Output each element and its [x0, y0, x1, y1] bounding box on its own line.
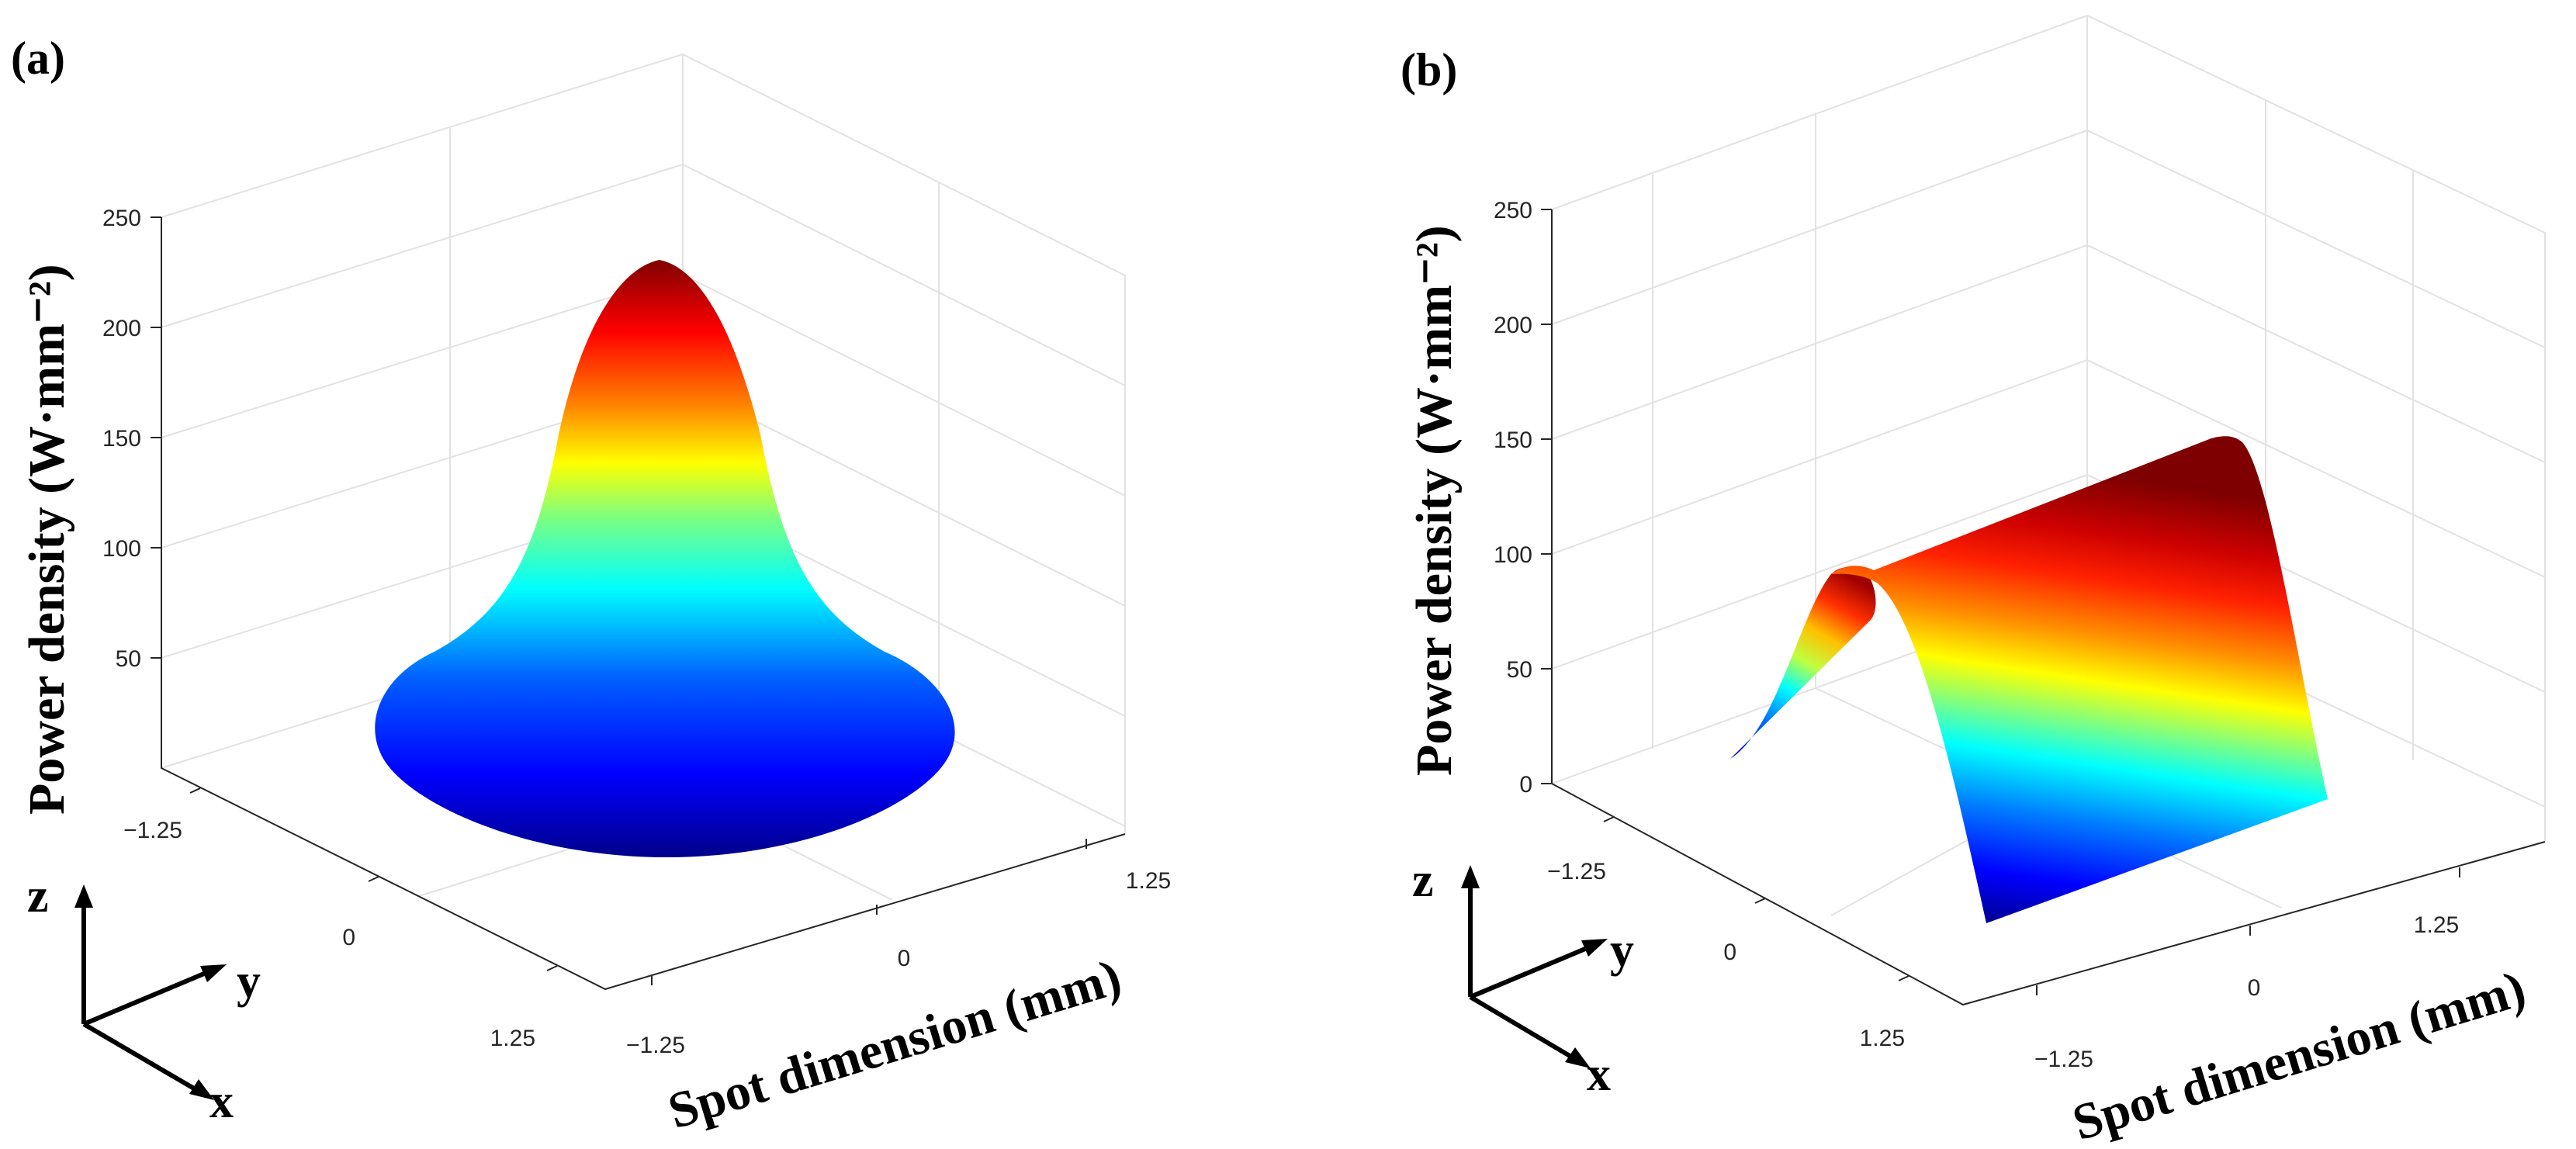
ridge-back-face: [1730, 566, 1876, 759]
panel-b-x-ticks: −1.25 0 1.25: [2034, 867, 2460, 1072]
panel-b-z-ticks: 250 200 150 100 50 0: [1494, 198, 1552, 798]
y-tick-label: 0: [342, 925, 355, 950]
triad-z-label: z: [27, 870, 49, 922]
y-tick-label: −1.25: [1547, 859, 1606, 884]
panel-a-triad: z y x: [27, 870, 261, 1128]
panel-b-triad: z y x: [1412, 854, 1634, 1101]
x-tick-label: 0: [898, 946, 911, 971]
x-tick-label: 1.25: [1126, 868, 1171, 894]
y-tick-label: 1.25: [490, 1026, 535, 1051]
triad-x-label: x: [209, 1075, 234, 1128]
y-tick-label: 1.25: [1860, 1026, 1905, 1051]
z-tick-label: 200: [102, 316, 141, 341]
z-tick-label: 50: [1507, 657, 1532, 683]
triad-z-label: z: [1412, 854, 1434, 907]
ridge-front-face: [1831, 436, 2328, 923]
panel-a-x-ticks: −1.25 0 1.25: [626, 839, 1171, 1058]
z-tick-label: 100: [102, 536, 141, 562]
y-tick-label: 0: [1723, 940, 1736, 965]
panel-b-xlabel: Spot dimension (mm): [2066, 960, 2532, 1149]
panel-a: (a) 250 200 150 100 50: [11, 33, 1171, 1140]
panel-b: (b) 250 200 150 100: [1401, 14, 2546, 1149]
z-tick-label: 250: [102, 206, 141, 231]
panel-a-zlabel: Power density (W·mm⁻²): [19, 264, 75, 815]
panel-a-z-ticks: 250 200 150 100 50: [102, 206, 161, 672]
gaussian-surface: [375, 260, 955, 857]
z-tick-label: 50: [116, 646, 141, 672]
panel-a-y-ticks: −1.25 0 1.25: [123, 787, 558, 1051]
panel-a-axes: [161, 217, 1126, 991]
z-tick-label: 0: [1519, 772, 1532, 798]
panel-b-zlabel: Power density (W·mm⁻²): [1406, 225, 1463, 776]
ridge-surface: [1730, 436, 2328, 923]
panel-b-label: (b): [1401, 44, 1457, 95]
z-tick-label: 150: [1494, 427, 1532, 453]
x-tick-label: −1.25: [2034, 1047, 2093, 1072]
panel-a-label: (a): [11, 33, 65, 84]
x-tick-label: 1.25: [2414, 912, 2459, 938]
x-tick-label: 0: [2248, 975, 2261, 1001]
panel-a-xlabel: Spot dimension (mm): [662, 949, 1127, 1140]
y-tick-label: −1.25: [123, 818, 182, 843]
triad-x-label: x: [1587, 1048, 1611, 1101]
panel-b-axes: [1551, 209, 2546, 1006]
triad-y-label: y: [1610, 924, 1634, 977]
x-tick-label: −1.25: [626, 1033, 685, 1058]
z-tick-label: 100: [1494, 542, 1532, 568]
z-tick-label: 200: [1494, 313, 1532, 338]
z-tick-label: 150: [102, 426, 141, 452]
panel-b-y-ticks: −1.25 0 1.25: [1547, 816, 1909, 1051]
triad-y-label: y: [237, 955, 261, 1008]
z-tick-label: 250: [1494, 198, 1532, 223]
